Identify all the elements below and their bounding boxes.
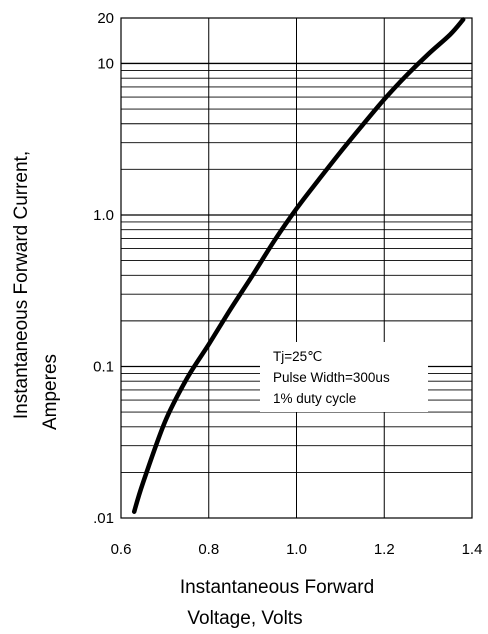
- x-tick-label: 1.0: [286, 541, 307, 558]
- y-tick-label: 20: [97, 10, 114, 27]
- grid: [120, 18, 473, 518]
- x-axis-title-line-1: Instantaneous Forward: [180, 577, 374, 598]
- y-axis-title-line-1: Instantaneous Forward Current,: [11, 151, 32, 419]
- y-tick-label: 0.1: [93, 358, 114, 375]
- x-tick-label: 1.4: [462, 541, 483, 558]
- x-axis-title-line-2: Voltage, Volts: [187, 608, 302, 629]
- annotation-background: [260, 342, 428, 412]
- y-tick-labels: .01 0.1 1.0 10 20: [93, 10, 114, 527]
- test-conditions-annotation: Tj=25℃ Pulse Width=300us 1% duty cycle: [273, 349, 390, 406]
- x-tick-label: 0.8: [198, 541, 219, 558]
- annotation-line: Pulse Width=300us: [273, 370, 390, 385]
- plot-frame: [120, 17, 473, 519]
- y-tick-label: .01: [93, 510, 114, 527]
- y-tick-label: 10: [97, 55, 114, 72]
- x-tick-labels: 0.6 0.8 1.0 1.2 1.4: [111, 541, 483, 558]
- x-tick-label: 1.2: [374, 541, 395, 558]
- annotation-line: 1% duty cycle: [273, 391, 356, 406]
- forward-current-curve: [131, 17, 466, 514]
- x-tick-label: 0.6: [111, 541, 132, 558]
- y-axis-title-line-2: Amperes: [40, 354, 61, 430]
- y-tick-label: 1.0: [93, 207, 114, 224]
- annotation-line: Tj=25℃: [273, 349, 322, 364]
